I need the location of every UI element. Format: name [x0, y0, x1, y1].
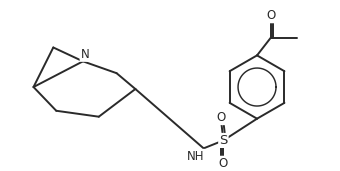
Text: O: O: [219, 157, 228, 170]
Text: N: N: [81, 48, 89, 61]
Text: S: S: [219, 134, 227, 147]
Text: O: O: [217, 111, 226, 124]
Text: O: O: [266, 9, 275, 22]
Text: NH: NH: [187, 150, 204, 163]
